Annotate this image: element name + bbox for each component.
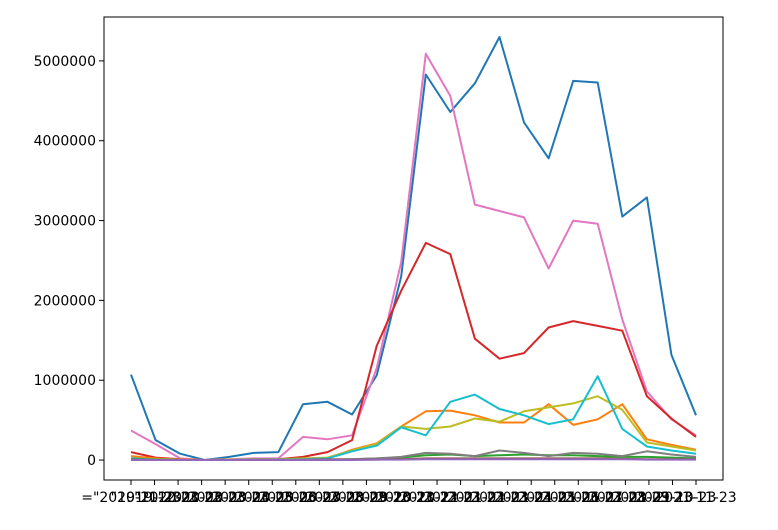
x-tick-label: "2020-10-23 — [346, 490, 434, 506]
y-tick-label: 4000000 — [34, 134, 96, 150]
x-tick-label: "2021-10-23 — [629, 490, 717, 506]
x-tick-label: "2021-08-23 — [581, 490, 669, 506]
y-tick-label: 5000000 — [34, 54, 96, 70]
x-tick-label: "2020-08-23 — [299, 490, 387, 506]
x-tick-label: "2020-05-23 — [228, 490, 316, 506]
x-tick-label: "2019-12-23 — [111, 490, 199, 506]
x-tick-label: "2020-04-23 — [205, 490, 293, 506]
x-tick-label: "2020-01-23 — [134, 490, 222, 506]
x-tick-label: "2020-09-23 — [323, 490, 411, 506]
series-line-2 — [130, 52, 697, 461]
x-tick-label: "2020-02-23 — [158, 490, 246, 506]
x-tick-label: "2020-06-23 — [252, 490, 340, 506]
x-tick-label: "2020-07-23 — [275, 490, 363, 506]
x-tick-label: 2021-11-23 — [655, 490, 736, 506]
x-tick-label: "2021-09-23 — [605, 490, 693, 506]
x-tick-label: "2021-02-23 — [440, 490, 528, 506]
series-line-10 — [131, 458, 696, 461]
x-tick-label: "2021-06-23 — [534, 490, 622, 506]
series-line-1 — [130, 36, 697, 461]
x-tick-label: "2021-03-23 — [464, 490, 552, 506]
x-tick-label: ="2019-11-23 — [81, 490, 181, 506]
x-tick-label: "2020-12-23 — [393, 490, 481, 506]
y-tick-label: 3000000 — [34, 214, 96, 230]
x-tick-label: "2021-05-23 — [511, 490, 599, 506]
y-tick-label: 2000000 — [34, 293, 96, 309]
x-tick-label: "2020-11-23 — [370, 490, 458, 506]
x-tick-label: "2021-04-23 — [487, 490, 575, 506]
plot-frame — [103, 16, 724, 481]
x-tick-label: "2020-03-23 — [181, 490, 269, 506]
y-axis: 0 1000000 2000000 3000000 4000000 5000000 — [34, 54, 104, 469]
x-axis: ="2019-11-23"2019-12-23"2020-01-23"2020-… — [81, 480, 737, 506]
x-tick-label: "2021-01-23 — [417, 490, 505, 506]
y-tick-label: 1000000 — [34, 373, 96, 389]
y-tick-label: 0 — [87, 453, 96, 469]
x-tick-label: "2021-07-23 — [558, 490, 646, 506]
series-layer — [130, 36, 697, 461]
